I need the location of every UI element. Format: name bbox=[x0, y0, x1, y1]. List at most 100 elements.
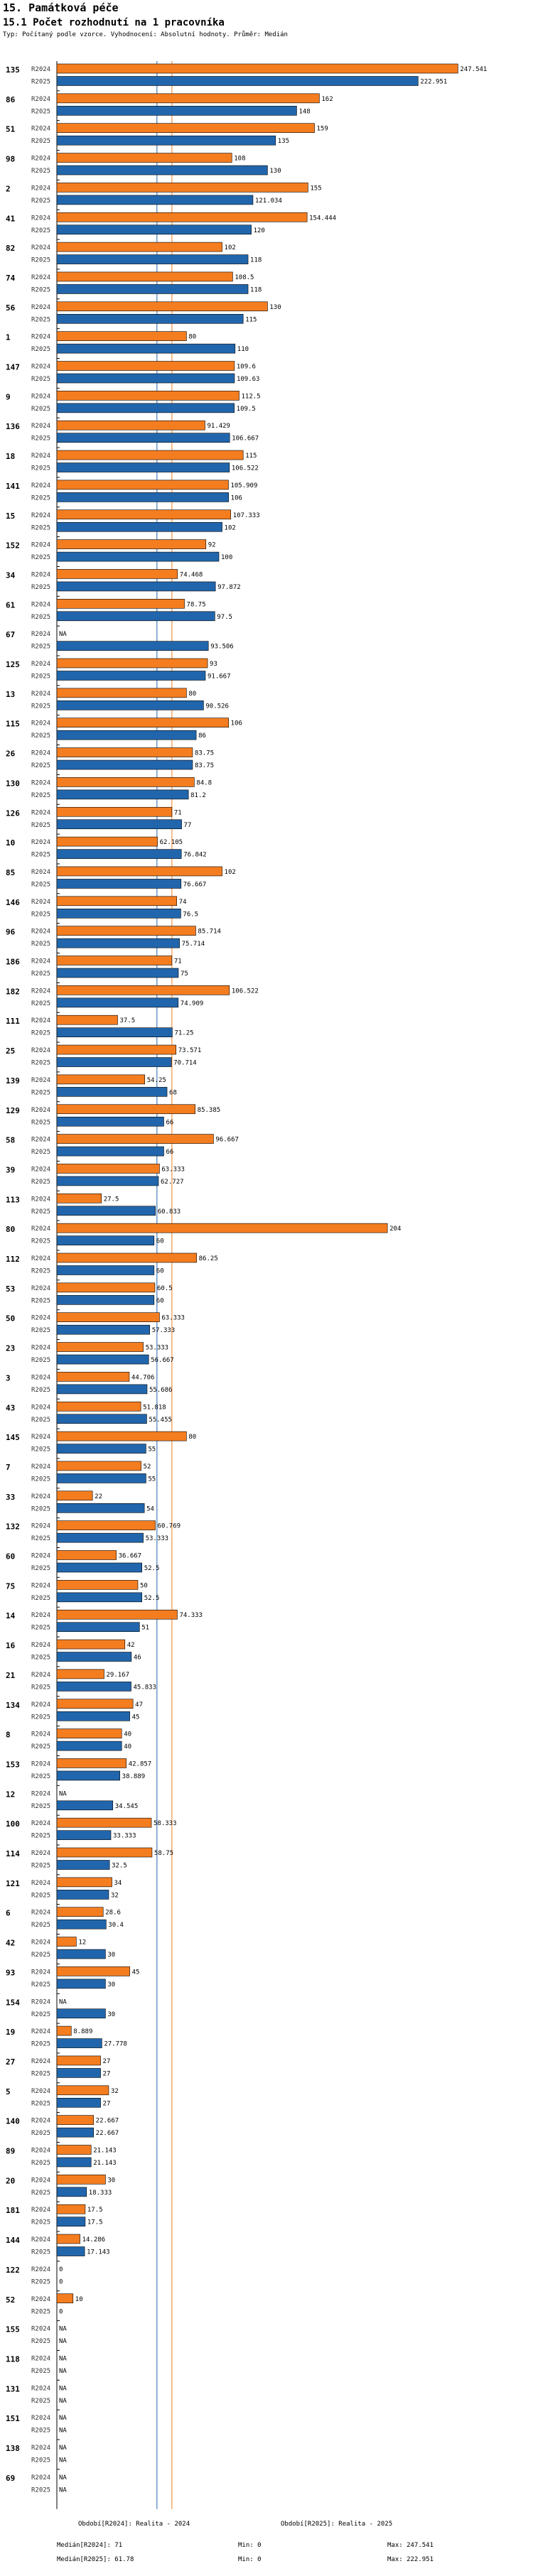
category-label: 51 bbox=[6, 125, 16, 134]
value-label-2024: 42.857 bbox=[129, 1760, 152, 1768]
category-label: 41 bbox=[6, 214, 16, 223]
bar-2025 bbox=[56, 1235, 155, 1245]
category-label: 153 bbox=[6, 1760, 20, 1769]
series-label-2025: R2025 bbox=[31, 197, 50, 205]
na-label-2025: NA bbox=[59, 2457, 67, 2464]
bar-2025 bbox=[56, 671, 206, 681]
bar-2025 bbox=[56, 462, 230, 472]
series-label-2025: R2025 bbox=[31, 1089, 50, 1096]
series-label-2024: R2024 bbox=[31, 1285, 50, 1292]
category-label: 56 bbox=[6, 303, 16, 313]
series-label-2024: R2024 bbox=[31, 1166, 50, 1173]
series-label-2024: R2024 bbox=[31, 1047, 50, 1054]
category-label: 144 bbox=[6, 2236, 20, 2245]
series-label-2025: R2025 bbox=[31, 1387, 50, 1394]
series-label-2025: R2025 bbox=[31, 1446, 50, 1454]
series-label-2025: R2025 bbox=[31, 2011, 50, 2018]
category-label: 25 bbox=[6, 1046, 15, 1056]
value-label-2025: 74.909 bbox=[181, 1000, 204, 1007]
series-label-2024: R2024 bbox=[31, 1404, 50, 1411]
series-label-2025: R2025 bbox=[31, 346, 50, 353]
value-label-2025: 148 bbox=[298, 108, 310, 115]
value-label-2024: 80 bbox=[188, 691, 196, 698]
bar-2024 bbox=[56, 1401, 141, 1412]
series-label-2025: R2025 bbox=[31, 138, 50, 145]
na-label-2024: NA bbox=[59, 2445, 67, 2452]
category-label: 114 bbox=[6, 1849, 20, 1858]
value-label-2024: 71 bbox=[174, 809, 182, 816]
bar-2025 bbox=[56, 195, 254, 205]
series-label-2025: R2025 bbox=[31, 2278, 50, 2285]
bar-2024 bbox=[56, 271, 233, 282]
bar-2024 bbox=[56, 1728, 122, 1738]
category-label: 126 bbox=[6, 808, 20, 818]
bar-2024 bbox=[56, 2025, 72, 2036]
value-label-2024: 54.25 bbox=[147, 1077, 166, 1084]
value-label-2025: 76.842 bbox=[183, 852, 207, 859]
category-label: 121 bbox=[6, 1879, 20, 1888]
series-label-2024: R2024 bbox=[31, 393, 50, 400]
series-label-2025: R2025 bbox=[31, 1714, 50, 1721]
value-label-2025: 76.667 bbox=[183, 881, 207, 888]
value-label-2025: 106 bbox=[231, 494, 242, 502]
value-label-2024: 22 bbox=[95, 1493, 102, 1500]
value-label-2025: 52.5 bbox=[144, 1565, 160, 1572]
bar-2024 bbox=[56, 450, 244, 460]
bar-2025 bbox=[56, 521, 222, 532]
value-label-2024: 29.167 bbox=[107, 1672, 130, 1679]
value-label-2025: 97.872 bbox=[217, 584, 241, 591]
bar-2024 bbox=[56, 361, 235, 371]
bar-2024 bbox=[56, 1907, 104, 1917]
series-label-2024: R2024 bbox=[31, 1374, 50, 1381]
value-label-2024: 102 bbox=[225, 869, 236, 876]
bar-2025 bbox=[56, 492, 229, 502]
series-label-2024: R2024 bbox=[31, 244, 50, 251]
min-2024-label: Min: 0 bbox=[238, 2542, 262, 2549]
bar-2024 bbox=[56, 1847, 153, 1858]
bar-2025 bbox=[56, 1800, 114, 1811]
category-label: 112 bbox=[6, 1255, 20, 1264]
bar-2024 bbox=[56, 420, 205, 431]
series-label-2024: R2024 bbox=[31, 899, 50, 906]
category-label: 125 bbox=[6, 660, 20, 669]
series-label-2024: R2024 bbox=[31, 185, 50, 192]
bar-2024 bbox=[56, 1372, 130, 1382]
value-label-2024: 247.541 bbox=[460, 66, 487, 73]
series-label-2024: R2024 bbox=[31, 66, 50, 73]
value-label-2024: 14.286 bbox=[82, 2236, 106, 2244]
category-label: 181 bbox=[6, 2206, 20, 2215]
series-label-2025: R2025 bbox=[31, 1625, 50, 1632]
category-label: 33 bbox=[6, 1493, 15, 1502]
bar-2025 bbox=[56, 1146, 164, 1157]
bar-2024 bbox=[56, 1252, 197, 1263]
category-label: 86 bbox=[6, 95, 16, 104]
bar-2024 bbox=[56, 1431, 187, 1441]
category-label: 15 bbox=[6, 512, 15, 521]
category-label: 20 bbox=[6, 2176, 15, 2185]
value-label-2024: 102 bbox=[225, 244, 236, 251]
series-label-2024: R2024 bbox=[31, 126, 50, 133]
value-label-2024: 112.5 bbox=[242, 393, 261, 400]
bar-2025 bbox=[56, 1176, 159, 1186]
value-label-2024: 108 bbox=[234, 156, 245, 163]
category-label: 7 bbox=[6, 1463, 11, 1472]
series-label-2025: R2025 bbox=[31, 1684, 50, 1691]
value-label-2025: 30 bbox=[107, 2011, 115, 2018]
value-label-2024: 204 bbox=[389, 1225, 401, 1233]
series-label-2024: R2024 bbox=[31, 2385, 50, 2392]
bar-2025 bbox=[56, 1384, 148, 1395]
bar-2025 bbox=[56, 1265, 155, 1275]
na-label-2024: NA bbox=[59, 1790, 67, 1797]
na-label-2024: NA bbox=[59, 2355, 67, 2362]
series-label-2025: R2025 bbox=[31, 2308, 50, 2315]
series-label-2024: R2024 bbox=[31, 779, 50, 786]
value-label-2024: 96.667 bbox=[215, 1137, 239, 1144]
value-label-2025: 18.333 bbox=[89, 2190, 112, 2197]
min-2025-label: Min: 0 bbox=[238, 2556, 262, 2563]
bar-2024 bbox=[56, 242, 222, 252]
category-label: 19 bbox=[6, 2028, 15, 2037]
bar-2024 bbox=[56, 1966, 130, 1976]
value-label-2024: 108.5 bbox=[235, 274, 254, 281]
bar-2024 bbox=[56, 2175, 106, 2185]
